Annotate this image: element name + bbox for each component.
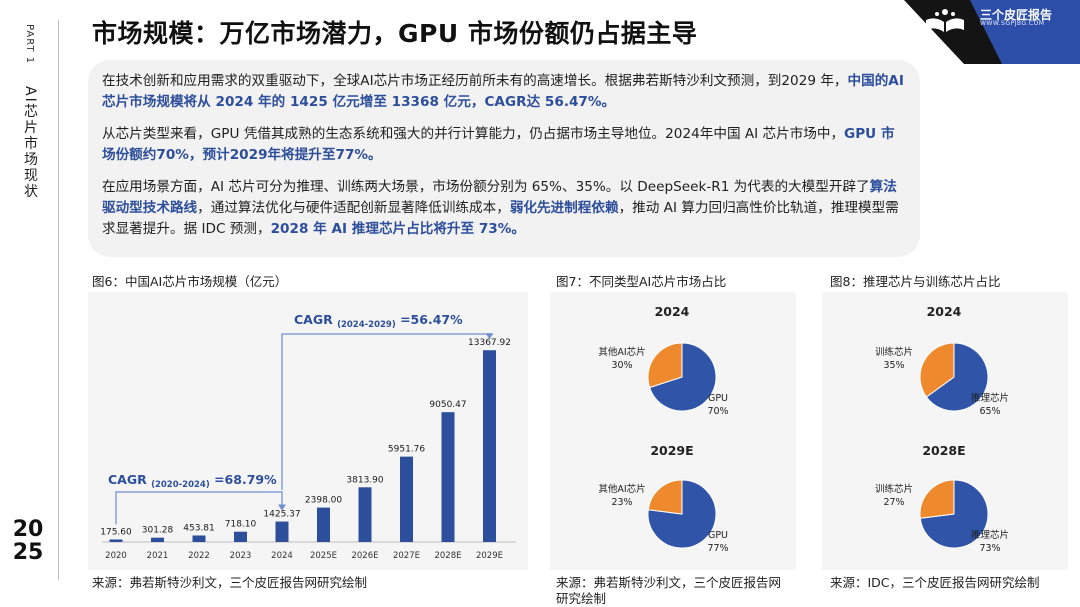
bar-2023 [234,531,247,542]
p2-highlight: GPU 市场份额约70%，预计2029年将提升至77%。 [102,126,895,163]
bar-value-label: 718.10 [225,520,257,530]
section-label: AI芯片市场现状 [22,86,38,200]
bar-category-label: 2020 [105,551,127,561]
sidebar: PART 1 AI芯片市场现状 20 25 [0,0,60,607]
gpu-pie-year-0: 2024 [655,304,690,319]
summary-box: 在技术创新和应用需求的双重驱动下，全球AI芯片市场正经历前所未有的高速增长。根据… [88,60,920,257]
year-label: 20 25 [8,518,48,564]
logo-url: WWW.SGPJBG.COM [980,20,1045,27]
p3-highlight-3: 2028 年 AI 推理芯片占比将升至 73%。 [270,221,525,237]
bar-category-label: 2028E [434,551,461,561]
bar-value-label: 175.60 [100,527,132,537]
bar-chart: 175.60 2020 301.28 2021 453.81 2022 718.10 2023… [100,312,516,561]
cagr-arrowhead-1 [278,504,286,511]
summary-paragraph-1: 在技术创新和应用需求的双重驱动下，全球AI芯片市场正经历前所未有的高速增长。根据… [102,71,906,113]
summary-paragraph-2: 从芯片类型来看，GPU 凭借其成熟的生态系统和强大的并行计算能力，仍占据市场主导… [102,124,906,166]
fig8-caption: 图8：推理芯片与训练芯片占比 [830,274,1001,289]
gpu-pie-slice-GPU [649,342,717,412]
gpu-pie-slice-其他AI芯片 [647,342,683,389]
inference-pie-label-minor: 训练芯片 27% [875,483,913,508]
fig7-source-line-2: 研究绘制 [556,591,607,606]
cagr-arrowhead-2 [485,333,494,340]
bar-2027E [400,456,413,542]
logo-banner-shape [904,0,1080,64]
sidebar-divider [58,20,59,580]
fig7-caption: 图7：不同类型AI芯片市场占比 [556,274,727,289]
bar-category-label: 2023 [230,551,252,561]
bar-value-label: 5951.76 [388,445,425,455]
bar-category-label: 2029E [476,551,503,561]
bar-chart-panel: 175.60 2020 301.28 2021 453.81 2022 718.10 2023… [88,292,528,570]
gpu-share-chart: 2024 GPU 70% 其他AI芯片 30% 2029E GPU 77% 其他AI芯片 23% [598,304,728,554]
fig6-caption: 图6：中国AI芯片市场规模（亿元） [92,274,288,289]
bar-value-label: 301.28 [142,526,174,536]
gpu-pie-year-1: 2029E [650,443,693,458]
p3-highlight-2: 弱化先进制程依赖 [509,200,619,216]
inference-pie-year-1: 2028E [922,443,965,458]
bar-2025E [317,507,330,542]
gpu-pie-label-minor: 其他AI芯片 30% [598,346,645,371]
inference-pie-year-0: 2024 [927,304,962,319]
bar-value-label: 9050.47 [429,400,466,410]
year-bottom: 25 [12,540,44,565]
inference-share-chart: 2024 推理芯片 65% 训练芯片 35% 2028E 推理芯片 73% 训练芯片 27% [875,304,1009,554]
bar-2021 [151,537,164,542]
cagr-arrow-2 [281,333,491,490]
p1-highlight: 中国的AI芯片市场规模将从 2024 年的 1425 亿元增至 13368 亿元… [102,73,904,110]
part-label: PART 1 [24,24,35,65]
bar-category-label: 2022 [188,551,210,561]
p3-text-a: 在应用场景方面，AI 芯片可分为推理、训练两大场景，市场份额分别为 65%、35… [102,179,870,195]
bar-2026E [358,487,372,542]
inference-pie-label-major: 推理芯片 73% [971,529,1009,554]
bar-value-label: 3813.90 [346,475,383,485]
bar-category-label: 2021 [147,551,169,561]
inference-pie-slice-训练芯片 [919,342,955,398]
fig7-source-line-1: 来源：弗若斯特沙利文，三个皮匠报告网 [556,575,782,590]
inference-share-panel: 2024 推理芯片 65% 训练芯片 35% 2028E 推理芯片 73% 训练芯片 27% [822,292,1068,570]
bar-2024 [275,521,289,542]
p3-highlight-1: 算法驱动型技术路线 [102,179,897,216]
gpu-share-panel: 2024 GPU 70% 其他AI芯片 30% 2029E GPU 77% 其他AI芯片 23% [550,292,796,570]
fig6-source: 来源：弗若斯特沙利文，三个皮匠报告网研究绘制 [92,575,368,590]
fig8-source: 来源：IDC，三个皮匠报告网研究绘制 [830,575,1040,590]
gpu-pie-slice-其他AI芯片 [647,479,683,515]
inference-pie-label-minor: 训练芯片 35% [875,346,913,371]
page-title: 市场规模：万亿市场潜力，GPU 市场份额仍占据主导 [92,19,698,48]
fig7-source: 来源：弗若斯特沙利文，三个皮匠报告网 研究绘制 [556,575,781,607]
bar-category-label: 2025E [310,551,337,561]
bar-category-label: 2024 [271,551,293,561]
bar-value-label: 453.81 [183,523,215,533]
bar-2029E [483,350,496,542]
bar-value-label: 13367.92 [468,338,511,348]
inference-pie-slice-推理芯片 [925,342,989,412]
year-top: 20 [12,517,44,542]
bar-category-label: 2026E [351,551,378,561]
cagr-label-2: CAGR (2024-2029) =56.47% [294,312,463,330]
bar-2022 [192,535,206,542]
bar-value-label: 2398.00 [305,496,342,506]
p3-text-b: ，通过算法优化与硬件适配创新显著降低训练成本， [197,200,510,216]
gpu-pie-label-major: GPU 70% [707,393,728,417]
bar-2020 [109,539,123,542]
inference-pie-label-major: 推理芯片 65% [971,392,1009,417]
book-icon [926,9,964,32]
p2-text: 从芯片类型来看，GPU 凭借其成熟的生态系统和强大的并行计算能力，仍占据市场主导… [102,126,845,142]
inference-pie-slice-训练芯片 [919,479,955,519]
p3-text-c: ，推动 AI 算力回归高性价比轨道，推理模型需求显著提升。据 IDC 预测， [102,200,899,237]
bar-value-label: 1425.37 [263,510,300,520]
brand-logo[interactable]: 三个皮匠报告 WWW.SGPJBG.COM [904,0,1080,64]
logo-name: 三个皮匠报告 [980,8,1053,22]
bar-2028E [441,412,455,542]
cagr-arrow-1 [115,491,283,525]
summary-paragraph-3: 在应用场景方面，AI 芯片可分为推理、训练两大场景，市场份额分别为 65%、35… [102,177,906,240]
bar-category-label: 2027E [393,551,420,561]
gpu-pie-label-minor: 其他AI芯片 23% [598,483,645,508]
cagr-label-1: CAGR (2020-2024) =68.79% [108,472,277,490]
p1-text: 在技术创新和应用需求的双重驱动下，全球AI芯片市场正经历前所未有的高速增长。根据… [102,73,848,89]
gpu-pie-label-major: GPU 77% [707,530,728,554]
